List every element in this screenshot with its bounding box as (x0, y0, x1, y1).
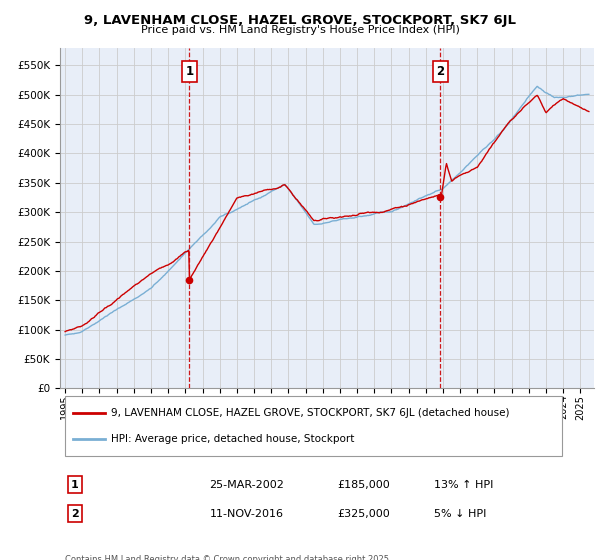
Text: 9, LAVENHAM CLOSE, HAZEL GROVE, STOCKPORT, SK7 6JL (detached house): 9, LAVENHAM CLOSE, HAZEL GROVE, STOCKPOR… (111, 408, 509, 418)
Text: 1: 1 (185, 65, 193, 78)
FancyBboxPatch shape (65, 396, 562, 456)
Text: 9, LAVENHAM CLOSE, HAZEL GROVE, STOCKPORT, SK7 6JL: 9, LAVENHAM CLOSE, HAZEL GROVE, STOCKPOR… (84, 14, 516, 27)
Text: 1: 1 (71, 480, 79, 489)
Text: 5% ↓ HPI: 5% ↓ HPI (434, 508, 486, 519)
Text: Contains HM Land Registry data © Crown copyright and database right 2025.
This d: Contains HM Land Registry data © Crown c… (65, 556, 392, 560)
Text: 2: 2 (436, 65, 445, 78)
Text: Price paid vs. HM Land Registry's House Price Index (HPI): Price paid vs. HM Land Registry's House … (140, 25, 460, 35)
Text: 25-MAR-2002: 25-MAR-2002 (209, 480, 284, 489)
Text: 2: 2 (71, 508, 79, 519)
Text: 13% ↑ HPI: 13% ↑ HPI (434, 480, 493, 489)
Text: HPI: Average price, detached house, Stockport: HPI: Average price, detached house, Stoc… (111, 434, 354, 444)
Text: £325,000: £325,000 (338, 508, 391, 519)
Text: £185,000: £185,000 (338, 480, 391, 489)
Text: 11-NOV-2016: 11-NOV-2016 (209, 508, 284, 519)
